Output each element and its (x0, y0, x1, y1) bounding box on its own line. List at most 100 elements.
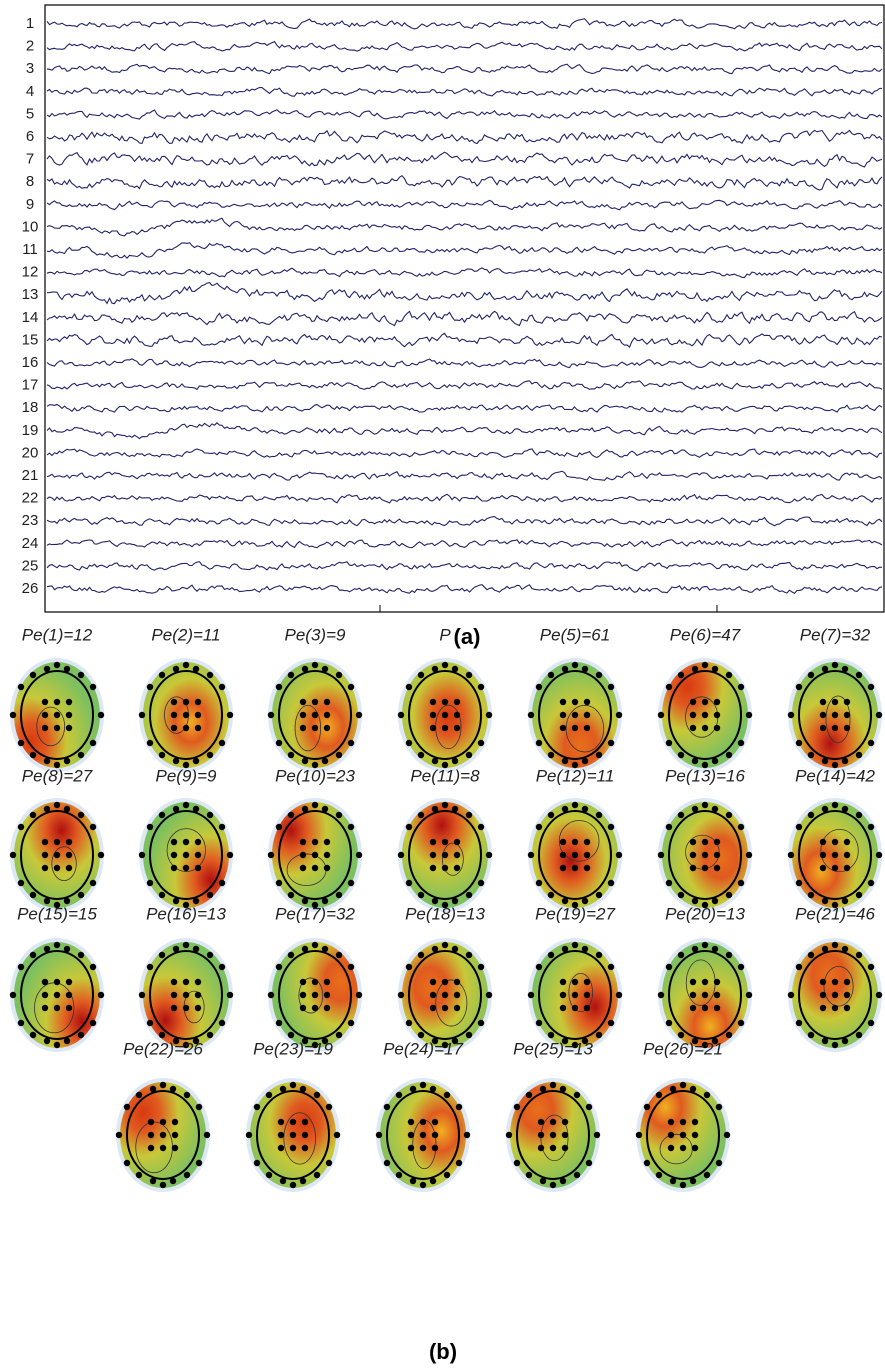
electrode (89, 963, 97, 971)
electrode (559, 698, 567, 706)
electrode (375, 1131, 383, 1139)
electrode (9, 851, 17, 859)
electrode (323, 711, 331, 719)
electrode (583, 851, 591, 859)
channel-label: 21 (22, 467, 39, 484)
electrode (429, 1177, 437, 1185)
electrode (795, 683, 803, 691)
electrode (63, 1037, 71, 1045)
electrode (841, 945, 849, 953)
electrode (311, 978, 319, 986)
electrode (41, 991, 49, 999)
electrode (355, 711, 363, 719)
electrode (831, 661, 839, 669)
electrode (559, 1177, 567, 1185)
electrode (158, 891, 166, 899)
electrode (689, 991, 697, 999)
electrode (65, 711, 73, 719)
electrode (138, 991, 146, 999)
electrode (206, 671, 214, 679)
electrode (615, 851, 623, 859)
electrode (183, 1171, 191, 1179)
electrode (831, 761, 839, 769)
electrode (701, 1041, 709, 1049)
electrode (713, 991, 721, 999)
electrode (583, 724, 591, 732)
electrode (843, 851, 851, 859)
electrode (559, 851, 567, 859)
electrode (53, 801, 61, 809)
electrode (419, 1081, 427, 1089)
electrode (321, 665, 329, 673)
electrode (561, 897, 569, 905)
electrode (194, 711, 202, 719)
electrode (226, 851, 234, 859)
electrode (275, 1019, 283, 1027)
map-label: Pe(6)=47 (670, 625, 741, 644)
map-label: Pe(10)=23 (275, 766, 355, 785)
electrode (689, 698, 697, 706)
electrode (171, 1131, 179, 1139)
electrode (455, 1103, 463, 1111)
electrode (477, 683, 485, 691)
map-label: Pe(19)=27 (535, 904, 615, 923)
electrode (547, 951, 555, 959)
channel-label: 8 (26, 173, 34, 190)
electrode (595, 751, 603, 759)
electrode (158, 811, 166, 819)
electrode (571, 711, 579, 719)
scalp-ring (538, 810, 612, 900)
electrode (301, 945, 309, 953)
eeg-trace (46, 63, 883, 75)
electrode (465, 891, 473, 899)
channel-label: 18 (22, 399, 39, 416)
electrode (455, 1159, 463, 1167)
contour (51, 846, 77, 881)
electrode (525, 1091, 533, 1099)
electrode (725, 751, 733, 759)
contour (820, 829, 859, 873)
electrode (841, 805, 849, 813)
electrode (441, 1041, 449, 1049)
electrode (146, 1019, 154, 1027)
electrode (311, 838, 319, 846)
electrode (97, 851, 105, 859)
electrode (679, 1181, 687, 1189)
electrode (77, 891, 85, 899)
scalp-ring (20, 810, 94, 900)
map-label: Pe(22)=26 (123, 1039, 203, 1058)
electrode (182, 941, 190, 949)
electrode (701, 941, 709, 949)
eeg-trace (46, 18, 883, 30)
electrode (737, 1019, 745, 1027)
electrode (843, 838, 851, 846)
electrode (347, 683, 355, 691)
electrode (182, 991, 190, 999)
electrode (41, 711, 49, 719)
electrode (299, 991, 307, 999)
eeg-trace (46, 242, 883, 260)
electrode (17, 879, 25, 887)
electrode (539, 1177, 547, 1185)
electrode (465, 951, 473, 959)
electrode (159, 1131, 167, 1139)
electrode (299, 838, 307, 846)
electrode (831, 838, 839, 846)
electrode (607, 823, 615, 831)
channel-label: 10 (22, 218, 39, 235)
electrode (53, 661, 61, 669)
electrode (77, 1031, 85, 1039)
channel-label: 20 (22, 444, 39, 461)
electrode (138, 851, 146, 859)
electrode (65, 991, 73, 999)
electrode (527, 991, 535, 999)
electrode (559, 864, 567, 872)
electrode (561, 805, 569, 813)
electrode (29, 891, 37, 899)
electrode (667, 1118, 675, 1126)
electrode (397, 711, 405, 719)
electrode (701, 711, 709, 719)
electrode (172, 805, 180, 813)
electrode (691, 1037, 699, 1045)
electrode (711, 805, 719, 813)
